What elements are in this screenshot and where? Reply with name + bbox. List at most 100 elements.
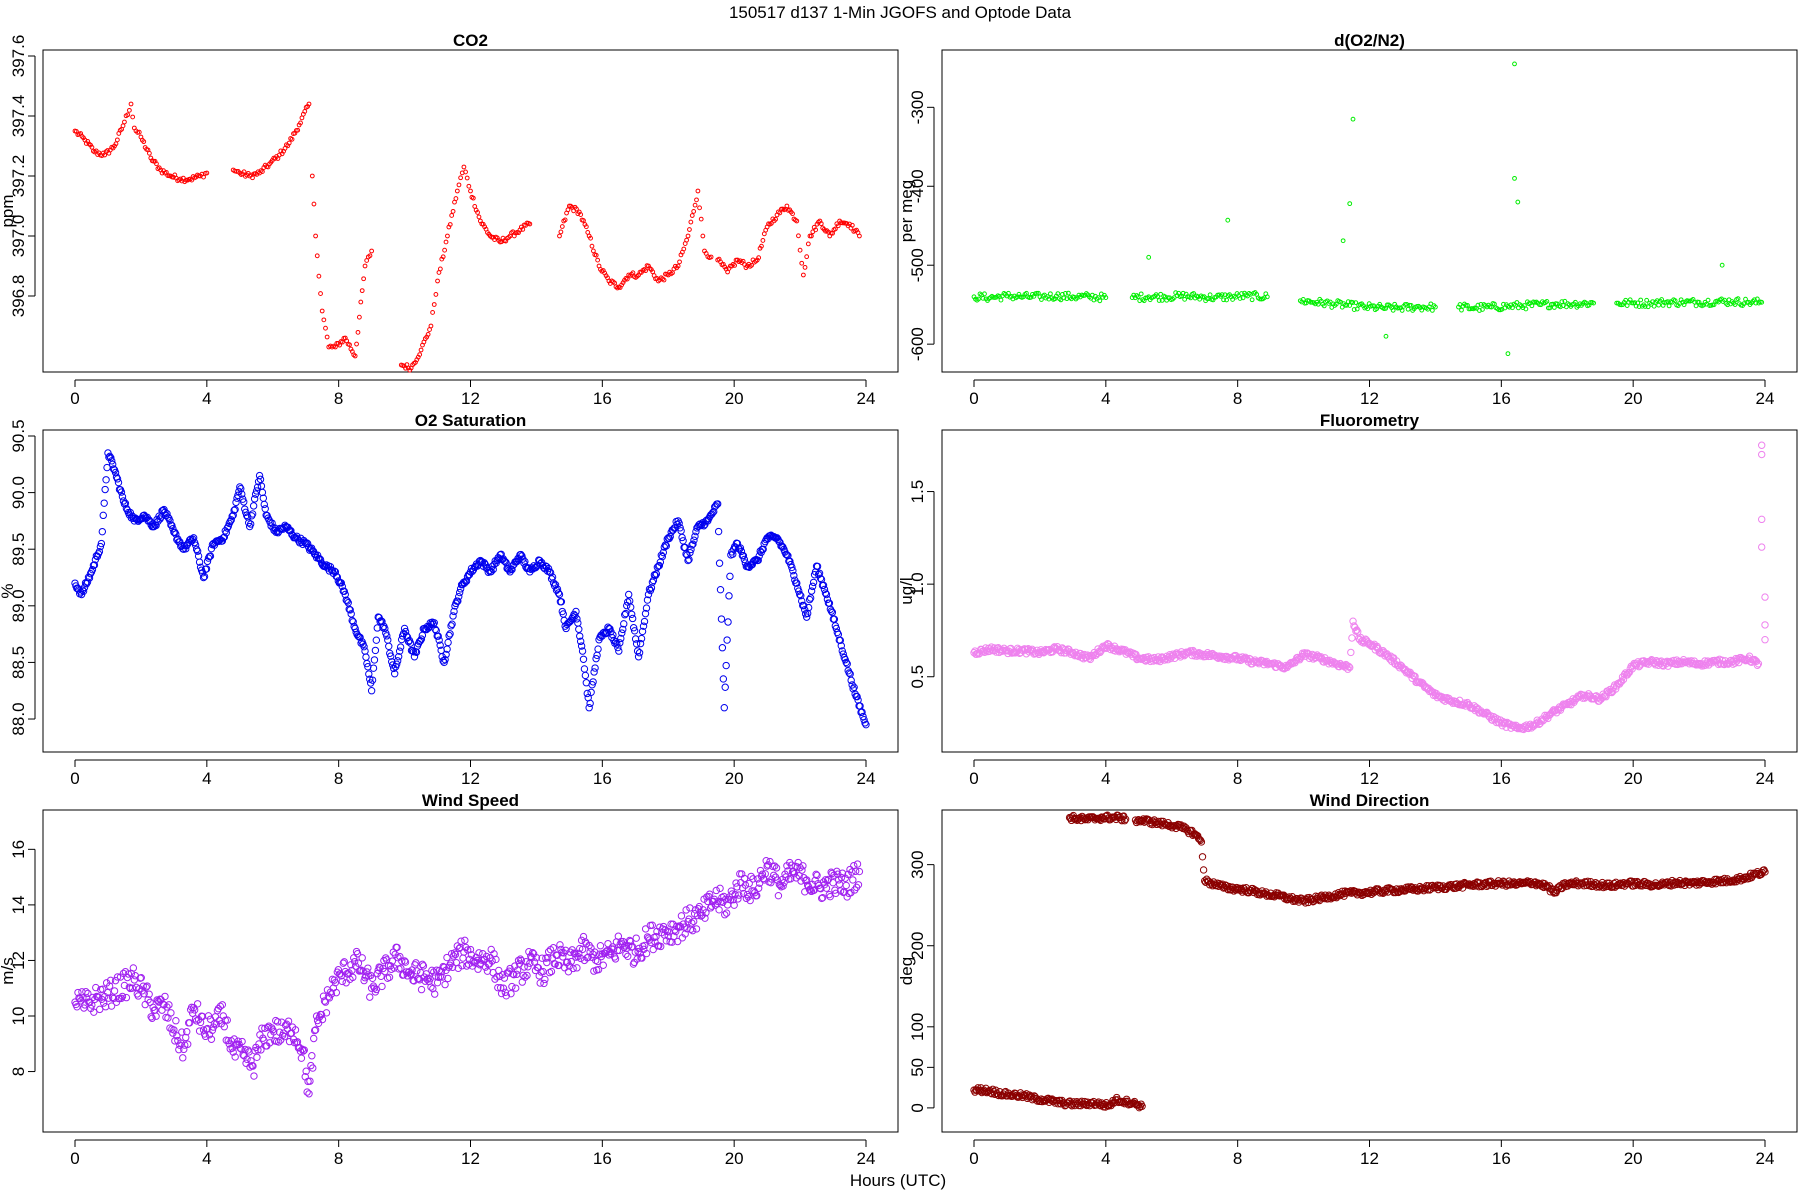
windspeed-data-point — [348, 966, 356, 975]
windspeed-data-point — [137, 974, 145, 982]
fluor-outlier-point — [1761, 593, 1769, 601]
o2n2-x-tick-label: 24 — [1756, 389, 1775, 408]
o2n2-data-point — [980, 295, 986, 301]
windspeed-data-point — [509, 970, 517, 978]
windspeed-data-point — [358, 954, 366, 962]
windspeed-data-point — [512, 984, 520, 992]
o2n2-data-point — [982, 291, 987, 297]
o2n2-data-point — [1496, 307, 1502, 313]
windspeed-data-point — [798, 866, 806, 874]
o2n2-data-point — [1408, 302, 1414, 308]
o2sat-data-point — [716, 585, 725, 594]
windspeed-data-point — [88, 1001, 96, 1009]
windspeed-data-point — [422, 970, 430, 978]
co2-data-point — [449, 213, 455, 218]
co2-data-point — [456, 182, 462, 188]
co2-data-point — [265, 164, 271, 170]
o2sat-data-point — [625, 590, 633, 599]
o2sat-data-point — [633, 647, 642, 655]
o2n2-data-point — [1034, 290, 1040, 296]
co2-data-point — [590, 248, 596, 254]
o2sat-data-point — [617, 634, 625, 643]
o2sat-data-point — [581, 671, 590, 680]
windspeed-data-point — [417, 985, 426, 994]
o2sat-data-point — [841, 655, 849, 664]
windspeed-data-point — [84, 989, 92, 998]
o2sat-data-point — [675, 519, 683, 527]
o2sat-data-point — [99, 511, 107, 520]
windspeed-data-point — [709, 897, 718, 905]
windspeed-data-point — [280, 1032, 289, 1041]
o2n2-data-point — [1562, 298, 1568, 304]
windspeed-data-point — [788, 868, 797, 876]
co2-data-point — [289, 136, 295, 142]
o2sat-data-point — [121, 499, 130, 508]
winddir-data-point — [1381, 888, 1389, 896]
o2sat-data-point — [349, 618, 357, 626]
o2sat-data-point — [406, 639, 415, 647]
windspeed-x-tick-label: 12 — [461, 1149, 480, 1168]
windspeed-data-point — [274, 1038, 283, 1046]
winddir-x-tick-label: 16 — [1492, 1149, 1511, 1168]
o2sat-data-point — [714, 527, 723, 536]
o2sat-data-point — [831, 622, 840, 630]
windspeed-data-point — [741, 881, 750, 889]
o2sat-data-point — [238, 490, 246, 498]
windspeed-data-point — [744, 893, 752, 901]
o2n2-data-point — [1404, 301, 1410, 307]
fluor-x-tick-label: 8 — [1233, 769, 1242, 788]
o2sat-data-point — [797, 591, 805, 600]
o2n2-data-point — [1753, 300, 1759, 306]
co2-data-point — [314, 253, 320, 259]
windspeed-data-point — [681, 930, 689, 938]
co2-y-tick-label: 397.4 — [9, 95, 28, 138]
o2sat-data-point — [616, 639, 624, 647]
o2n2-data-point — [1315, 301, 1321, 307]
o2sat-data-point — [98, 527, 107, 536]
o2n2-data-point — [1544, 299, 1550, 304]
co2-data-point — [354, 341, 359, 347]
co2-data-point — [643, 268, 649, 274]
fluor-y-axis-label: ug/l — [897, 577, 916, 604]
windspeed-data-point — [837, 873, 846, 882]
winddir-data-point — [1056, 1096, 1064, 1105]
o2n2-data-point — [1395, 305, 1401, 311]
o2sat-data-point — [645, 585, 654, 593]
windspeed-data-point — [772, 864, 781, 872]
panel-windspeed: Wind Speed m/s 0 4 8 12 16 20 24 8 10 12 14 16 — [0, 791, 899, 1168]
windspeed-data-point — [628, 942, 637, 951]
windspeed-data-point — [179, 1054, 187, 1062]
o2sat-data-point — [384, 636, 392, 644]
windspeed-data-point — [208, 1026, 217, 1034]
windspeed-data-point — [642, 949, 651, 958]
co2-x-axis: 0 4 8 12 16 20 24 — [70, 379, 875, 408]
windspeed-data-point — [73, 1003, 81, 1011]
co2-data-point — [445, 233, 450, 239]
o2sat-data-point — [858, 708, 866, 716]
windspeed-data-point — [80, 1004, 88, 1012]
o2n2-outlier-point — [1350, 116, 1356, 122]
o2sat-data-point — [658, 552, 667, 561]
winddir-data-point — [1669, 879, 1677, 888]
o2n2-data-point — [1240, 295, 1246, 301]
co2-data-point — [202, 171, 208, 176]
o2sat-data-point — [176, 538, 184, 546]
o2sat-data-point — [580, 665, 589, 673]
o2n2-data-point — [1399, 308, 1405, 313]
o2sat-data-point — [365, 670, 373, 678]
o2sat-data-point — [455, 592, 463, 601]
o2sat-data-point — [113, 475, 122, 483]
windspeed-data-point — [761, 870, 769, 878]
windspeed-data-point — [182, 1033, 190, 1042]
o2sat-data-point — [643, 596, 652, 604]
co2-data-point — [707, 255, 712, 261]
windspeed-data-point — [682, 906, 690, 914]
o2sat-data-point — [685, 555, 693, 564]
windspeed-data-point — [648, 921, 656, 929]
o2sat-data-point — [249, 502, 258, 510]
o2sat-data-point — [394, 652, 403, 661]
co2-data-point — [323, 325, 328, 331]
windspeed-data-point — [734, 895, 742, 903]
o2n2-data-point — [1350, 300, 1356, 305]
o2n2-data-point — [1327, 299, 1333, 305]
